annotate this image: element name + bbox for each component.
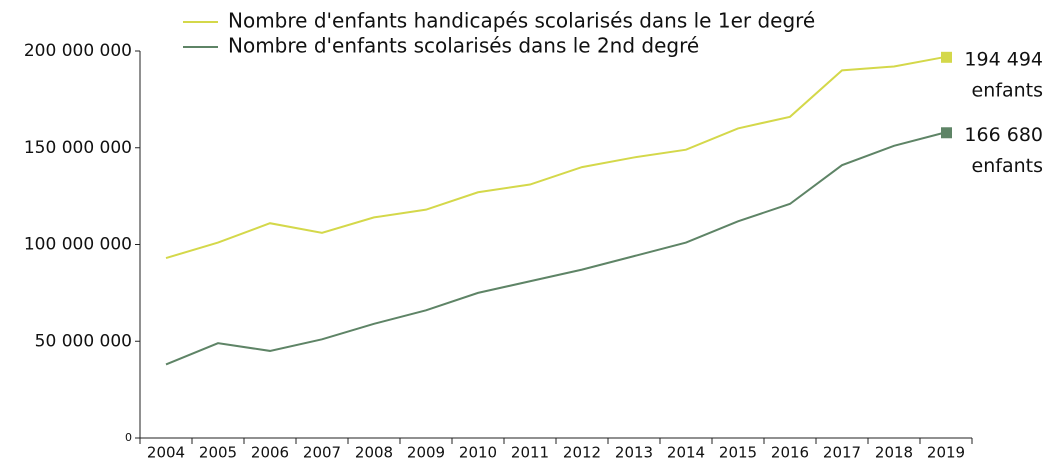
end-annotation: 166 680 (964, 124, 1043, 146)
end-annotation: enfants (972, 155, 1043, 177)
end-marker (941, 127, 952, 139)
x-tick-label: 2010 (459, 444, 497, 459)
series-line (165, 55, 947, 260)
x-tick-label: 2011 (511, 444, 549, 459)
x-tick-label: 2013 (615, 444, 653, 459)
x-tick-label: 2016 (771, 444, 809, 459)
x-tick-label: 2019 (927, 444, 965, 459)
x-tick-label: 2004 (147, 444, 185, 459)
x-tick-label: 2006 (251, 444, 289, 459)
x-tick-label: 2007 (303, 444, 341, 459)
y-tick-label: 0 (125, 431, 132, 444)
end-annotation: enfants (972, 79, 1043, 101)
y-tick-label: 100 000 000 (24, 235, 132, 255)
x-tick-label: 2009 (407, 444, 445, 459)
legend-label: Nombre d'enfants scolarisés dans le 2nd … (228, 34, 699, 58)
y-tick-label: 50 000 000 (35, 331, 132, 351)
y-tick-label: 150 000 000 (24, 138, 132, 158)
series-line (165, 131, 947, 366)
x-tick-label: 2017 (823, 444, 861, 459)
x-tick-label: 2008 (355, 444, 393, 459)
x-tick-label: 2018 (875, 444, 913, 459)
x-tick-label: 2005 (199, 444, 237, 459)
end-annotation: 194 494 (964, 48, 1043, 70)
x-tick-label: 2012 (563, 444, 601, 459)
legend-label: Nombre d'enfants handicapés scolarisés d… (228, 9, 815, 33)
x-tick-label: 2014 (667, 444, 705, 459)
y-tick-label: 200 000 000 (24, 41, 132, 61)
x-tick-label: 2015 (719, 444, 757, 459)
end-marker (941, 51, 952, 63)
